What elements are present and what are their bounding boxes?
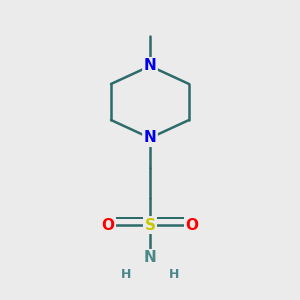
- Text: O: O: [185, 218, 199, 232]
- Text: O: O: [101, 218, 115, 232]
- Text: H: H: [121, 268, 131, 281]
- Text: N: N: [144, 250, 156, 266]
- Text: N: N: [144, 130, 156, 146]
- Text: H: H: [169, 268, 179, 281]
- Text: S: S: [145, 218, 155, 232]
- Text: N: N: [144, 58, 156, 74]
